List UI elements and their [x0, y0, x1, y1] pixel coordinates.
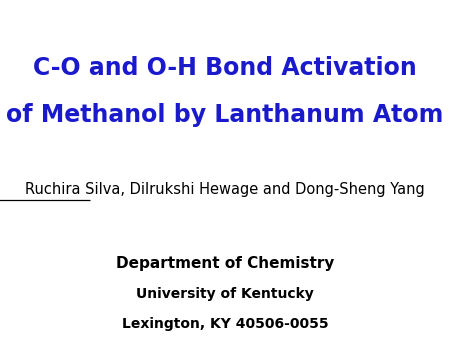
Text: Ruchira Silva, Dilrukshi Hewage and Dong-Sheng Yang: Ruchira Silva, Dilrukshi Hewage and Dong…: [25, 182, 425, 197]
Text: of Methanol by Lanthanum Atom: of Methanol by Lanthanum Atom: [6, 103, 444, 127]
Text: Department of Chemistry: Department of Chemistry: [116, 256, 334, 271]
Text: C-O and O-H Bond Activation: C-O and O-H Bond Activation: [33, 55, 417, 80]
Text: Lexington, KY 40506-0055: Lexington, KY 40506-0055: [122, 317, 328, 332]
Text: University of Kentucky: University of Kentucky: [136, 287, 314, 301]
